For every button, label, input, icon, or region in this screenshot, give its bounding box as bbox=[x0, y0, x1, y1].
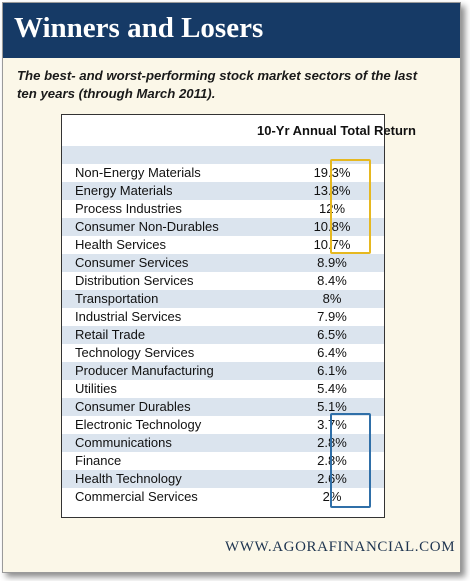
row-label: Commercial Services bbox=[75, 489, 198, 504]
page-title: Winners and Losers bbox=[14, 12, 264, 44]
table-row: Retail Trade 6.5% bbox=[62, 326, 384, 344]
row-label: Retail Trade bbox=[75, 327, 146, 342]
row-label: Consumer Services bbox=[75, 255, 189, 270]
returns-table: 10-Yr Annual Total Return Non-Energy Mat… bbox=[61, 114, 416, 518]
table-row: Process Industries 12% bbox=[62, 200, 384, 218]
row-label: Health Services bbox=[75, 237, 167, 252]
row-value: 7.9% bbox=[317, 309, 347, 324]
table-row: Transportation 8% bbox=[62, 290, 384, 308]
row-label: Communications bbox=[75, 435, 172, 450]
row-value: 10.7% bbox=[313, 237, 351, 252]
row-value: 6.5% bbox=[317, 327, 347, 342]
subtitle: The best- and worst-performing stock mar… bbox=[17, 68, 418, 101]
row-value: 19.3% bbox=[313, 165, 351, 180]
row-label: Consumer Non-Durables bbox=[75, 219, 219, 234]
table-rows: Non-Energy Materials 19.3% Energy Materi… bbox=[62, 146, 384, 506]
row-value: 6.1% bbox=[317, 363, 347, 378]
row-label: Energy Materials bbox=[75, 183, 173, 198]
table-row: Health Technology 2.6% bbox=[62, 470, 384, 488]
row-value: 8% bbox=[322, 291, 342, 306]
row-label: Utilities bbox=[75, 381, 117, 396]
row-value: 5.4% bbox=[317, 381, 347, 396]
winners-highlight-box bbox=[330, 159, 371, 254]
table-row: Non-Energy Materials 19.3% bbox=[62, 164, 384, 182]
row-value: 12% bbox=[318, 201, 346, 216]
row-label: Electronic Technology bbox=[75, 417, 202, 432]
row-value: 5.1% bbox=[317, 399, 347, 414]
row-value: 10.8% bbox=[313, 219, 351, 234]
row-value: 8.9% bbox=[317, 255, 347, 270]
table-row: Consumer Services 8.9% bbox=[62, 254, 384, 272]
table-row: Health Services 10.7% bbox=[62, 236, 384, 254]
table-row: Producer Manufacturing 6.1% bbox=[62, 362, 384, 380]
table-row: Communications 2.8% bbox=[62, 434, 384, 452]
footer-url: WWW.AGORAFINANCIAL.COM bbox=[225, 539, 456, 555]
row-value: 8.4% bbox=[317, 273, 347, 288]
row-label: Industrial Services bbox=[75, 309, 182, 324]
column-header: 10-Yr Annual Total Return bbox=[257, 123, 416, 138]
table-row: Industrial Services 7.9% bbox=[62, 308, 384, 326]
row-value: 13.8% bbox=[313, 183, 351, 198]
row-label: Process Industries bbox=[75, 201, 182, 216]
table-row: Utilities 5.4% bbox=[62, 380, 384, 398]
table-row: Consumer Durables 5.1% bbox=[62, 398, 384, 416]
row-label: Technology Services bbox=[75, 345, 195, 360]
table-row: Energy Materials 13.8% bbox=[62, 182, 384, 200]
row-label: Distribution Services bbox=[75, 273, 194, 288]
row-label: Producer Manufacturing bbox=[75, 363, 214, 378]
table-row: Distribution Services 8.4% bbox=[62, 272, 384, 290]
row-label: Consumer Durables bbox=[75, 399, 191, 414]
row-value: 6.4% bbox=[317, 345, 347, 360]
row-label: Finance bbox=[75, 453, 122, 468]
losers-highlight-box bbox=[330, 413, 371, 508]
row-label: Non-Energy Materials bbox=[75, 165, 201, 180]
title-banner: Winners and Losers bbox=[3, 3, 460, 58]
table-row: Consumer Non-Durables 10.8% bbox=[62, 218, 384, 236]
table-row: Technology Services 6.4% bbox=[62, 344, 384, 362]
table-row bbox=[62, 146, 384, 164]
chart-card: Winners and Losers The best- and worst-p… bbox=[2, 2, 461, 573]
row-label: Transportation bbox=[75, 291, 159, 306]
row-label: Health Technology bbox=[75, 471, 182, 486]
